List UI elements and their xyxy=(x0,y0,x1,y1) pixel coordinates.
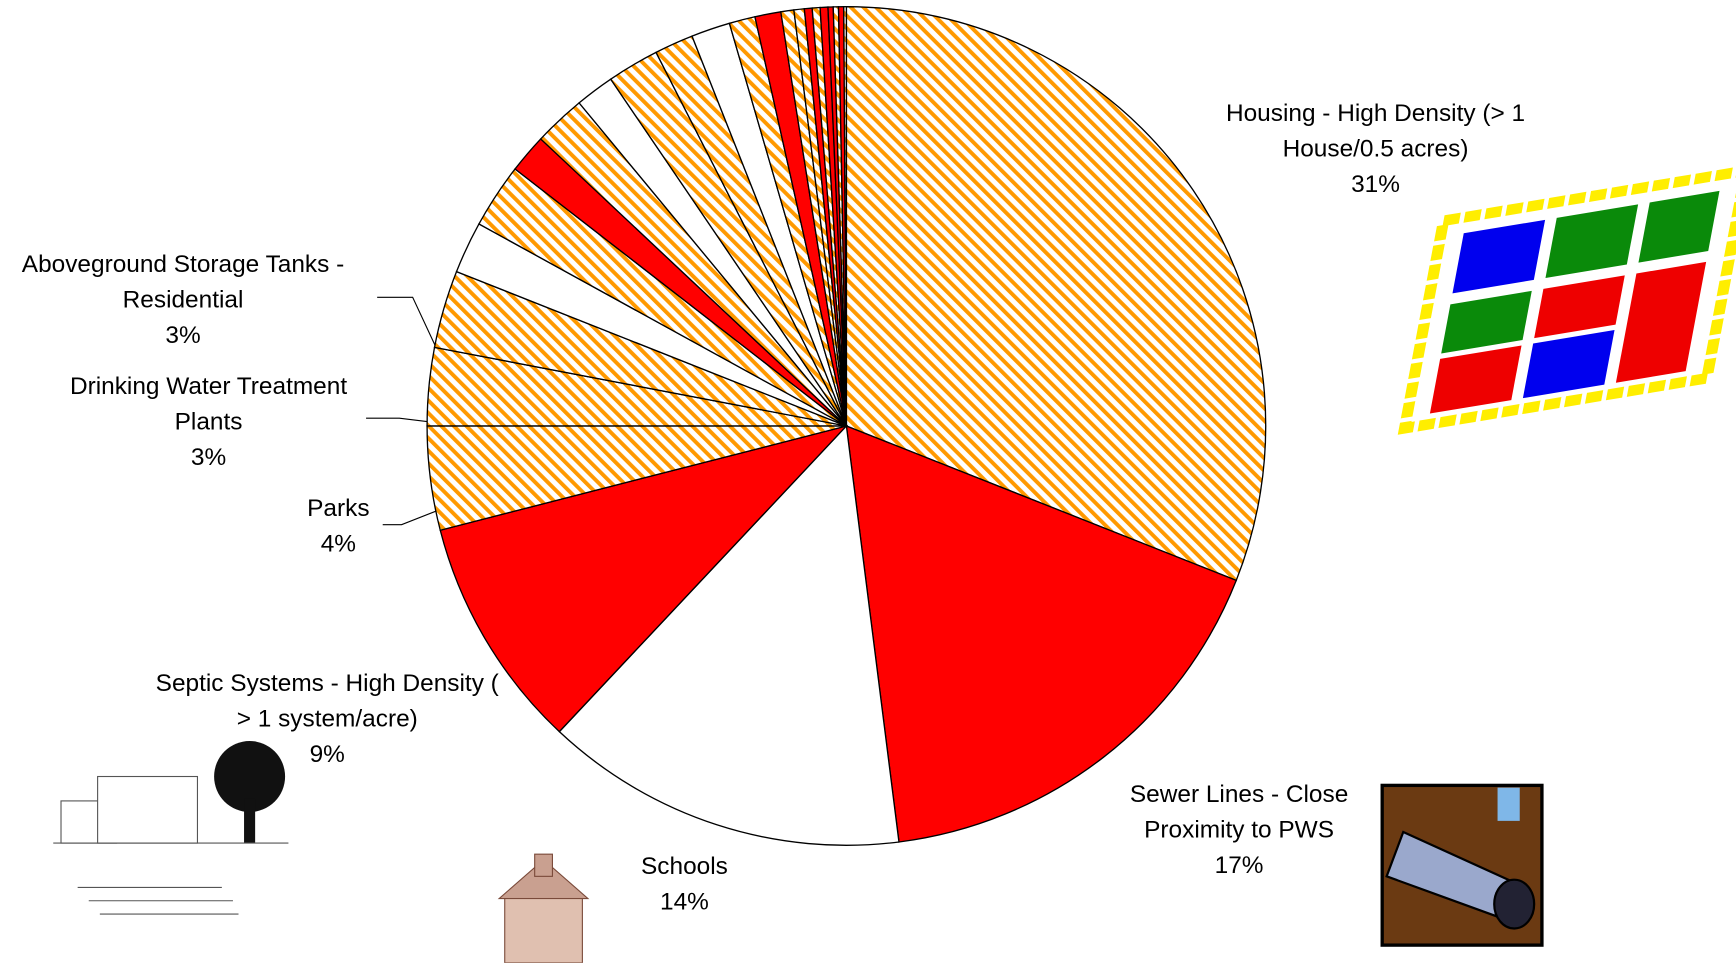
slice-name: Schools xyxy=(641,851,728,880)
slice-percent: 3% xyxy=(190,442,227,471)
leader-lines xyxy=(366,296,444,526)
slice-label: Schools 14% xyxy=(618,849,751,920)
slice-name: Parks xyxy=(307,493,370,522)
sewer-icon xyxy=(1380,783,1544,947)
slice-label: Sewer Lines - Close Proximity to PWS 17% xyxy=(1100,777,1377,883)
housing-icon xyxy=(1397,164,1736,435)
slice-name: Drinking Water Treatment Plants xyxy=(69,371,348,435)
slice-percent: 9% xyxy=(309,739,345,768)
slice-name: Aboveground Storage Tanks - Residential xyxy=(21,249,345,313)
slice-percent: 3% xyxy=(165,320,201,349)
pie-slice xyxy=(843,5,848,426)
slice-percent: 14% xyxy=(659,887,709,916)
pie-slice xyxy=(845,5,1267,582)
slice-label: Parks 4% xyxy=(283,490,394,561)
slice-name: Housing - High Density (> 1 House/0.5 ac… xyxy=(1225,98,1526,162)
pie-slice xyxy=(845,424,1238,843)
slice-percent: 31% xyxy=(1351,169,1400,198)
slice-label: Aboveground Storage Tanks - Residential 3… xyxy=(6,246,361,352)
slice-label: Housing - High Density (> 1 House/0.5 ac… xyxy=(1192,95,1558,201)
slice-name: Sewer Lines - Close Proximity to PWS xyxy=(1129,779,1349,844)
school-icon xyxy=(497,853,590,963)
slice-label: Drinking Water Treatment Plants 3% xyxy=(42,368,375,474)
slices xyxy=(426,5,1267,846)
slice-percent: 17% xyxy=(1214,850,1264,879)
septic-icon xyxy=(53,741,289,915)
slice-percent: 4% xyxy=(320,529,356,557)
slice-label: Septic Systems - High Density ( > 1 syst… xyxy=(155,666,499,772)
pie-slice xyxy=(558,424,900,846)
pie-slice xyxy=(439,424,849,733)
slice-name: Septic Systems - High Density ( > 1 syst… xyxy=(155,668,499,733)
